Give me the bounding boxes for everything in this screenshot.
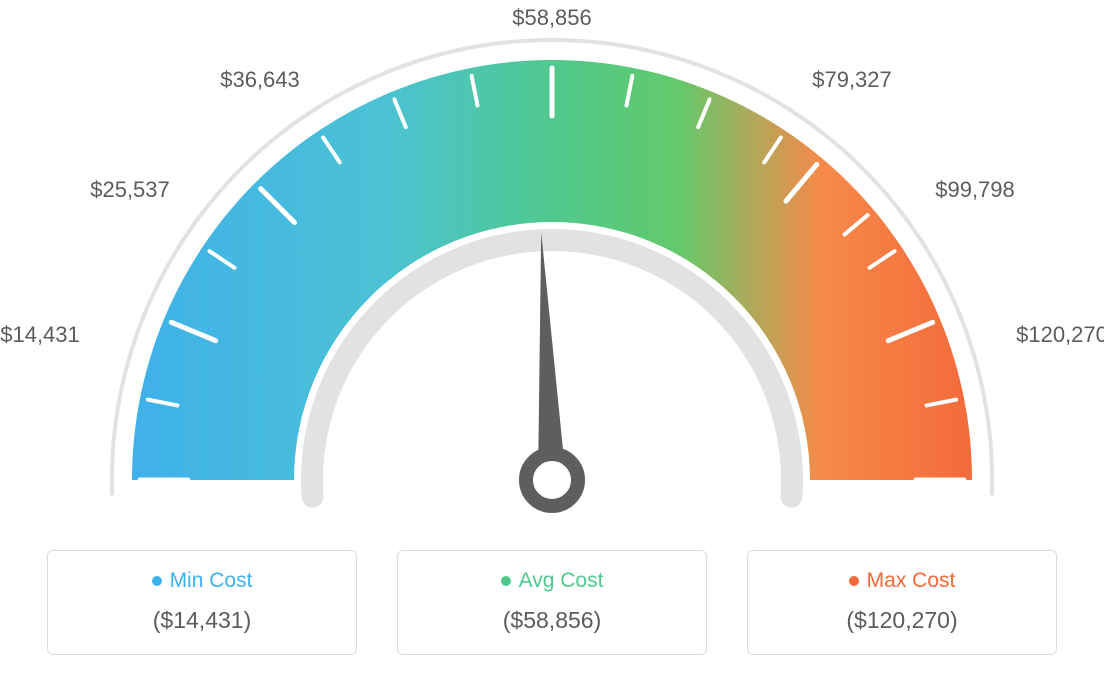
gauge-tick-label: $25,537 [90, 177, 170, 203]
gauge-svg [0, 0, 1104, 520]
legend-value-avg: ($58,856) [408, 607, 696, 634]
legend-title-avg: Avg Cost [519, 569, 604, 593]
gauge-tick-label: $120,270 [1016, 322, 1104, 348]
legend-title-max: Max Cost [867, 569, 956, 593]
legend-value-min: ($14,431) [58, 607, 346, 634]
gauge-tick-label: $58,856 [512, 5, 592, 31]
legend-dot-max [849, 576, 859, 586]
legend-dot-min [152, 576, 162, 586]
legend-value-max: ($120,270) [758, 607, 1046, 634]
gauge-tick-label: $36,643 [220, 67, 300, 93]
gauge-tick-label: $14,431 [0, 322, 80, 348]
legend-card-avg: Avg Cost ($58,856) [397, 550, 707, 655]
gauge-tick-label: $79,327 [812, 67, 892, 93]
legend-card-max: Max Cost ($120,270) [747, 550, 1057, 655]
legend-row: Min Cost ($14,431) Avg Cost ($58,856) Ma… [0, 550, 1104, 655]
legend-dot-avg [501, 576, 511, 586]
gauge-container: $14,431 $25,537 $36,643 $58,856 $79,327 $99,7… [0, 0, 1104, 520]
legend-card-min: Min Cost ($14,431) [47, 550, 357, 655]
legend-title-min: Min Cost [170, 569, 253, 593]
gauge-tick-label: $99,798 [935, 177, 1015, 203]
